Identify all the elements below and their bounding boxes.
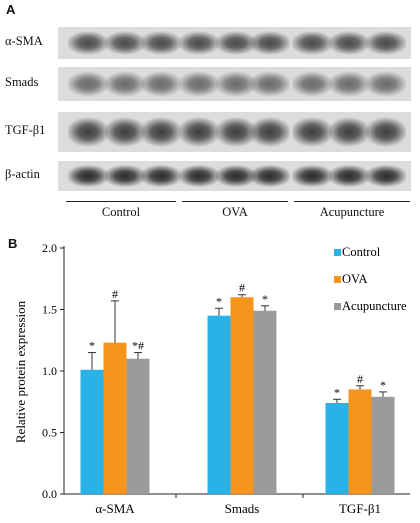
group-line-control <box>66 201 176 202</box>
blot-band <box>250 67 290 101</box>
y-tick-label: 2.0 <box>42 241 57 255</box>
bar <box>80 369 104 494</box>
x-category-label: TGF-β1 <box>339 501 381 516</box>
y-axis-label: Relative protein expression <box>13 300 28 443</box>
blot-band <box>329 161 369 191</box>
blot-band <box>68 67 108 101</box>
blot-band <box>179 67 219 101</box>
y-tick-label: 0.5 <box>42 426 57 440</box>
blot-band <box>329 27 369 59</box>
blot-band <box>292 161 332 191</box>
blot-band <box>250 27 290 59</box>
group-label-ova: OVA <box>222 205 248 219</box>
blot-band <box>179 112 219 152</box>
blot-band <box>141 67 181 101</box>
blot-band <box>105 67 145 101</box>
significance-mark: * <box>262 292 268 306</box>
blot-band <box>141 27 181 59</box>
blot-band <box>179 27 219 59</box>
significance-mark: * <box>216 294 222 308</box>
blot-band <box>250 161 290 191</box>
y-tick-label: 1.5 <box>42 303 57 317</box>
bar <box>371 396 395 494</box>
bar <box>230 297 254 494</box>
legend-swatch <box>334 303 341 310</box>
blot-band <box>68 112 108 152</box>
bar <box>325 402 349 494</box>
blot-band <box>366 112 406 152</box>
y-tick-label: 1.0 <box>42 364 57 378</box>
blot-label-1: Smads <box>5 75 39 89</box>
legend-swatch <box>334 276 341 283</box>
group-line-ova <box>182 201 288 202</box>
blot-band <box>141 112 181 152</box>
blot-band <box>216 112 256 152</box>
blot-band <box>105 161 145 191</box>
significance-mark: *# <box>132 339 144 353</box>
panel-b-letter: B <box>8 236 18 251</box>
blot-band <box>216 27 256 59</box>
x-category-label: Smads <box>225 501 260 516</box>
blot-strip-3 <box>58 161 411 191</box>
bar <box>253 310 277 494</box>
blot-band <box>105 27 145 59</box>
legend-label: OVA <box>342 272 367 286</box>
blot-label-3: β-actin <box>5 167 40 181</box>
bar <box>207 315 231 494</box>
blot-band <box>179 161 219 191</box>
legend-swatch <box>334 249 341 256</box>
blot-band <box>250 112 290 152</box>
blot-band <box>141 161 181 191</box>
blot-band <box>292 112 332 152</box>
significance-mark: # <box>112 287 118 301</box>
blot-band <box>216 161 256 191</box>
significance-mark: * <box>334 385 340 399</box>
legend-label: Acupuncture <box>342 299 407 313</box>
bar <box>103 342 127 494</box>
blot-label-2: TGF-β1 <box>5 123 46 137</box>
blot-label-0: α-SMA <box>5 34 43 48</box>
blot-strip-1 <box>58 67 411 101</box>
y-tick-label: 0.0 <box>42 487 57 501</box>
blot-band <box>366 27 406 59</box>
blot-strip-2 <box>58 112 411 152</box>
blot-band <box>68 161 108 191</box>
panel-a-letter: A <box>6 2 16 17</box>
bar <box>126 358 150 494</box>
significance-mark: * <box>89 339 95 353</box>
bar <box>348 389 372 494</box>
blot-band <box>216 67 256 101</box>
group-label-acupuncture: Acupuncture <box>319 205 385 219</box>
blot-band <box>292 27 332 59</box>
blot-band <box>329 112 369 152</box>
blot-band <box>329 67 369 101</box>
x-category-label: α-SMA <box>95 501 135 516</box>
group-label-control: Control <box>101 205 141 219</box>
significance-mark: # <box>357 372 363 386</box>
legend-label: Control <box>342 245 381 259</box>
significance-mark: # <box>239 281 245 295</box>
blot-band <box>68 27 108 59</box>
blot-band <box>366 161 406 191</box>
blot-band <box>366 67 406 101</box>
group-line-acupuncture <box>294 201 410 202</box>
blot-band <box>105 112 145 152</box>
blot-strip-0 <box>58 27 411 59</box>
blot-band <box>292 67 332 101</box>
significance-mark: * <box>380 378 386 392</box>
